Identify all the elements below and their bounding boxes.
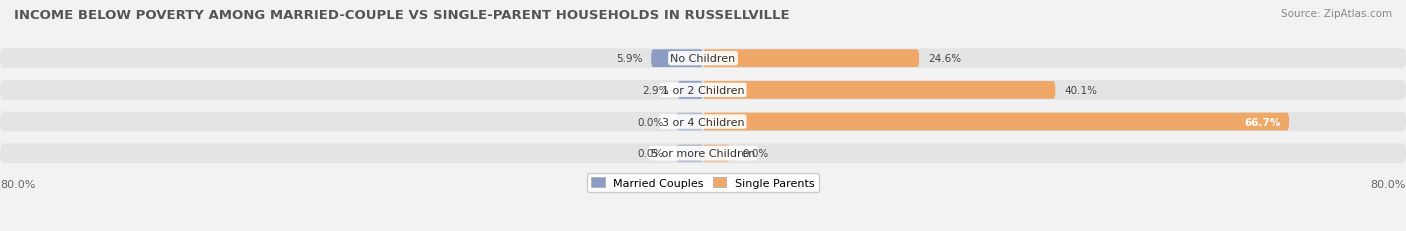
Text: 5.9%: 5.9% — [616, 54, 643, 64]
FancyBboxPatch shape — [703, 50, 920, 68]
Text: No Children: No Children — [671, 54, 735, 64]
Text: 0.0%: 0.0% — [742, 149, 769, 158]
Text: 0.0%: 0.0% — [637, 117, 664, 127]
Text: 5 or more Children: 5 or more Children — [651, 149, 755, 158]
Text: 66.7%: 66.7% — [1244, 117, 1281, 127]
FancyBboxPatch shape — [703, 82, 1056, 99]
FancyBboxPatch shape — [0, 81, 1406, 100]
Text: 24.6%: 24.6% — [928, 54, 962, 64]
Text: 80.0%: 80.0% — [1371, 179, 1406, 189]
Text: 2.9%: 2.9% — [643, 85, 669, 95]
Text: 40.1%: 40.1% — [1064, 85, 1097, 95]
FancyBboxPatch shape — [0, 49, 1406, 69]
Text: 3 or 4 Children: 3 or 4 Children — [662, 117, 744, 127]
FancyBboxPatch shape — [703, 113, 1289, 131]
FancyBboxPatch shape — [0, 112, 1406, 132]
Text: 0.0%: 0.0% — [637, 149, 664, 158]
Text: INCOME BELOW POVERTY AMONG MARRIED-COUPLE VS SINGLE-PARENT HOUSEHOLDS IN RUSSELL: INCOME BELOW POVERTY AMONG MARRIED-COUPL… — [14, 9, 790, 22]
FancyBboxPatch shape — [678, 82, 703, 99]
Text: 1 or 2 Children: 1 or 2 Children — [662, 85, 744, 95]
FancyBboxPatch shape — [703, 145, 730, 162]
Legend: Married Couples, Single Parents: Married Couples, Single Parents — [586, 173, 820, 192]
FancyBboxPatch shape — [0, 144, 1406, 163]
FancyBboxPatch shape — [651, 50, 703, 68]
FancyBboxPatch shape — [676, 145, 703, 162]
FancyBboxPatch shape — [676, 113, 703, 131]
Text: Source: ZipAtlas.com: Source: ZipAtlas.com — [1281, 9, 1392, 19]
Text: 80.0%: 80.0% — [0, 179, 35, 189]
